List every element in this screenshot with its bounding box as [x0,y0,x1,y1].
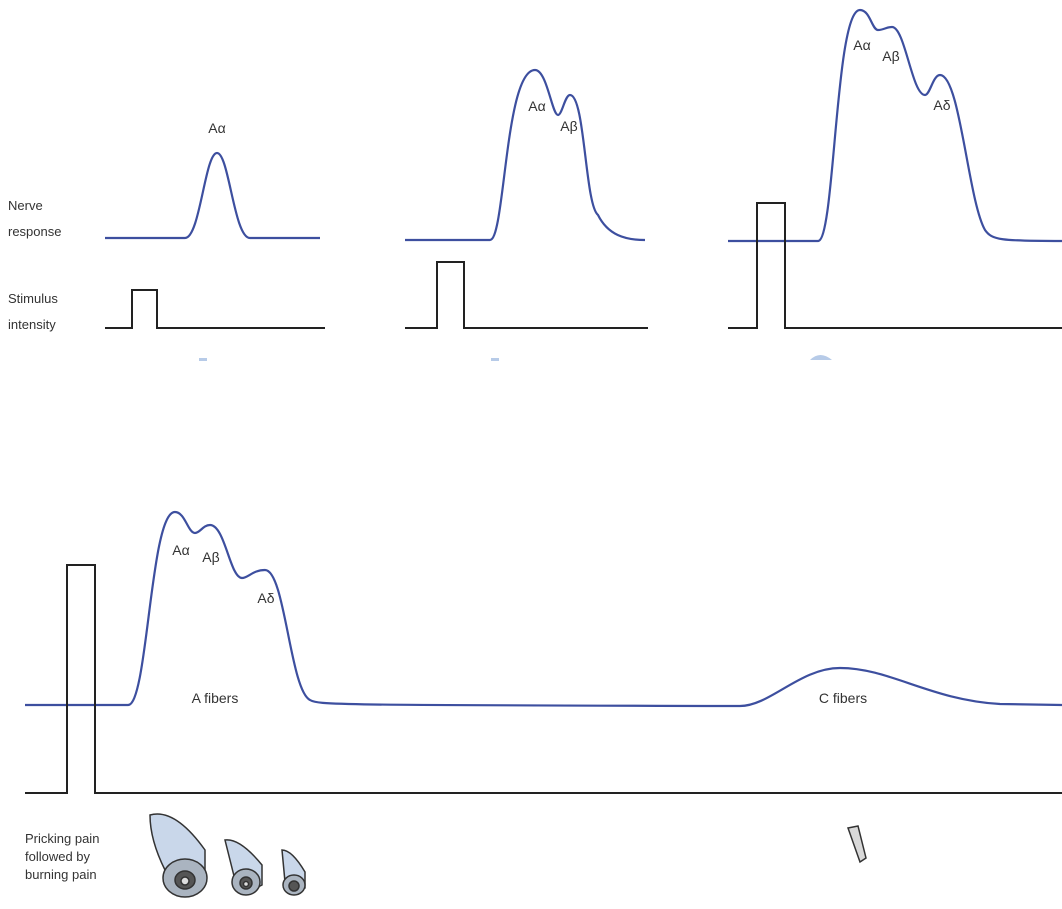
peak-label: Aα [208,120,225,136]
fiber-label: C fibers [819,690,867,706]
peak-label: Aα [528,98,545,114]
peak-label: Aα [172,542,189,558]
response-curve [728,10,1062,241]
response-curve [405,70,645,240]
mark [810,355,832,360]
mark [491,358,499,361]
label-line: Nerve [8,198,43,213]
label-line: intensity [8,317,56,332]
stimulus-pulse [405,262,648,328]
label-line: response [8,224,61,239]
caption-line: followed by [25,849,91,864]
peak-label: Aβ [560,118,577,134]
caption: Pricking pain followed by burning pain [25,831,103,882]
label-line: Stimulus [8,291,58,306]
peak-label: Aα [853,37,870,53]
stimulus-pulse [728,203,1062,328]
fiber-label: A fibers [192,690,239,706]
caption-line: burning pain [25,867,97,882]
row-label: Stimulus intensity [8,291,61,332]
peak-label: Aδ [257,590,274,606]
response-curve [105,153,320,238]
stimulus-pulse [105,290,325,328]
page: Nerve response Stimulus intensity Aα Aα … [0,0,1062,909]
fiber-icons [150,814,866,897]
peak-label: Aβ [202,549,219,565]
peak-label: Aδ [933,97,950,113]
peak-label: Aβ [882,48,899,64]
row-label: Nerve response [8,198,61,239]
caption-line: Pricking pain [25,831,99,846]
diagram: Nerve response Stimulus intensity Aα Aα … [0,0,1062,909]
stimulus-pulse [25,565,1062,793]
mark [199,358,207,361]
